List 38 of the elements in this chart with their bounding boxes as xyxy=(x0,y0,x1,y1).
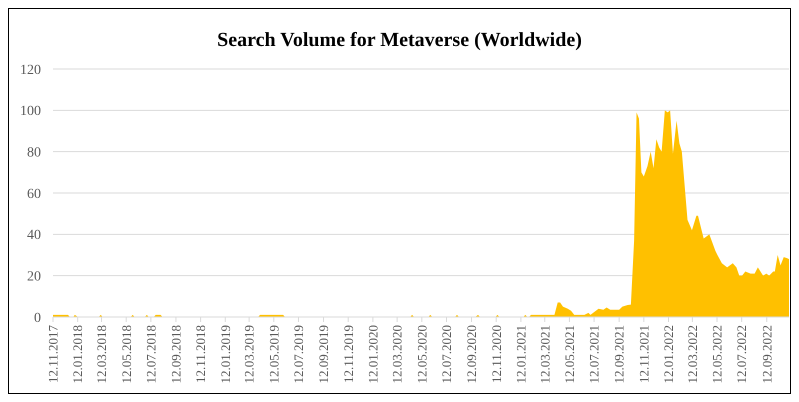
x-tick-label: 12.05.2022 xyxy=(710,325,725,384)
x-tick-label: 12.05.2021 xyxy=(562,325,577,384)
x-tick-label: 12.03.2019 xyxy=(242,325,257,384)
x-tick-label: 12.11.2020 xyxy=(488,325,504,384)
x-tick-label: 12.03.2020 xyxy=(390,325,405,384)
x-tick-label: 12.11.2019 xyxy=(340,325,356,384)
x-tick-label: 12.05.2020 xyxy=(414,325,430,384)
x-tick-label: 12.11.2018 xyxy=(193,325,208,384)
x-tick-label: 12.11.2021 xyxy=(636,325,652,384)
x-tick-label: 12.01.2022 xyxy=(661,325,676,384)
x-tick-label: 12.01.2020 xyxy=(365,325,380,384)
chart-title: Search Volume for Metaverse (Worldwide) xyxy=(217,29,582,51)
y-tick-label: 0 xyxy=(34,310,41,326)
x-tick-label: 12.05.2019 xyxy=(266,325,282,384)
x-tick-label: 12.09.2018 xyxy=(168,325,184,384)
x-tick-label: 12.11.2017 xyxy=(46,324,61,384)
x-tick-label: 12.01.2021 xyxy=(513,325,528,384)
y-tick-label: 60 xyxy=(27,186,41,202)
y-tick-label: 120 xyxy=(20,62,41,78)
y-tick-label: 20 xyxy=(27,270,41,285)
y-tick-label: 40 xyxy=(27,228,41,244)
x-tick-label: 12.07.2021 xyxy=(586,325,602,384)
x-tick-label: 12.03.2022 xyxy=(684,325,700,384)
y-tick-label: 100 xyxy=(20,104,41,120)
x-tick-label: 12.01.2019 xyxy=(218,325,233,384)
x-tick-label: 12.05.2018 xyxy=(118,325,134,384)
y-tick-label: 80 xyxy=(27,146,41,161)
x-tick-label: 12.03.2018 xyxy=(94,325,110,384)
x-tick-label: 12.09.2019 xyxy=(316,325,332,384)
x-tick-label: 12.09.2021 xyxy=(612,325,627,384)
x-tick-label: 12.09.2020 xyxy=(464,325,480,384)
x-tick-label: 12.03.2021 xyxy=(537,325,552,384)
x-tick-label: 12.07.2022 xyxy=(734,325,750,384)
x-tick-label: 12.07.2020 xyxy=(439,325,454,384)
x-tick-label: 12.09.2022 xyxy=(759,325,774,384)
x-tick-label: 12.07.2018 xyxy=(143,325,158,384)
x-tick-label: 12.07.2019 xyxy=(291,325,306,384)
x-tick-label: 12.01.2018 xyxy=(70,325,86,384)
